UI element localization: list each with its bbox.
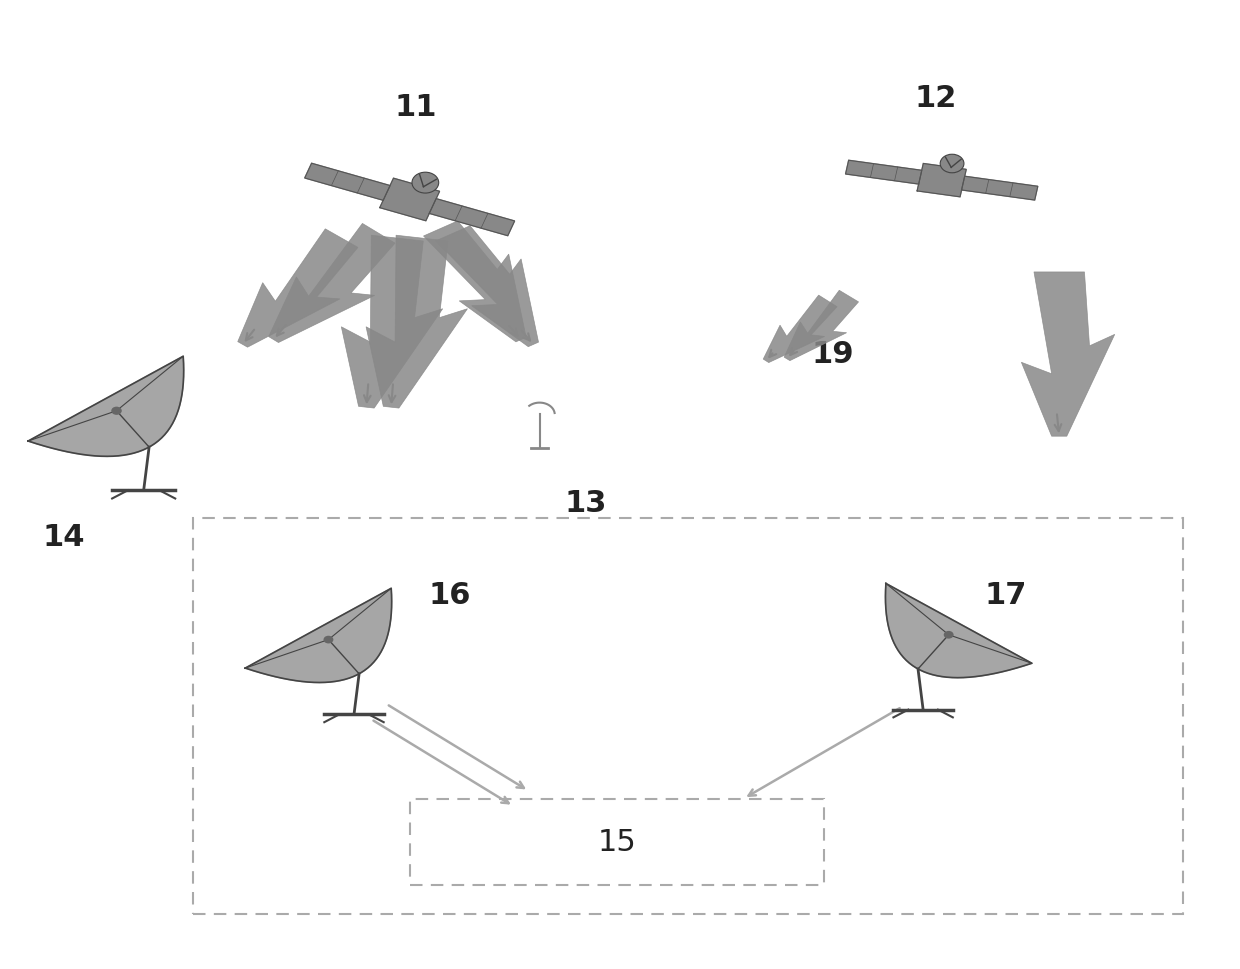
Polygon shape [918, 164, 966, 197]
Circle shape [944, 631, 954, 639]
Polygon shape [238, 229, 358, 347]
Text: 13: 13 [564, 489, 606, 518]
Polygon shape [246, 588, 392, 682]
Text: 11: 11 [394, 93, 438, 122]
Text: 14: 14 [42, 523, 84, 552]
Polygon shape [429, 199, 515, 235]
Circle shape [324, 636, 334, 643]
Polygon shape [436, 226, 538, 347]
Polygon shape [269, 224, 396, 342]
Polygon shape [885, 583, 1032, 677]
Polygon shape [1022, 272, 1115, 436]
Polygon shape [29, 357, 184, 456]
Polygon shape [305, 163, 391, 201]
Polygon shape [341, 235, 443, 408]
Text: 12: 12 [914, 83, 957, 112]
Polygon shape [764, 296, 837, 362]
Polygon shape [366, 235, 467, 408]
Circle shape [112, 407, 122, 415]
Text: 16: 16 [428, 581, 471, 610]
Circle shape [412, 172, 439, 193]
Text: 15: 15 [598, 828, 636, 857]
Text: 17: 17 [985, 581, 1028, 610]
Polygon shape [379, 178, 439, 221]
Polygon shape [846, 160, 921, 184]
Circle shape [940, 154, 963, 172]
Text: 19: 19 [812, 339, 854, 368]
Polygon shape [961, 176, 1038, 200]
Polygon shape [784, 291, 858, 360]
Polygon shape [424, 221, 526, 342]
